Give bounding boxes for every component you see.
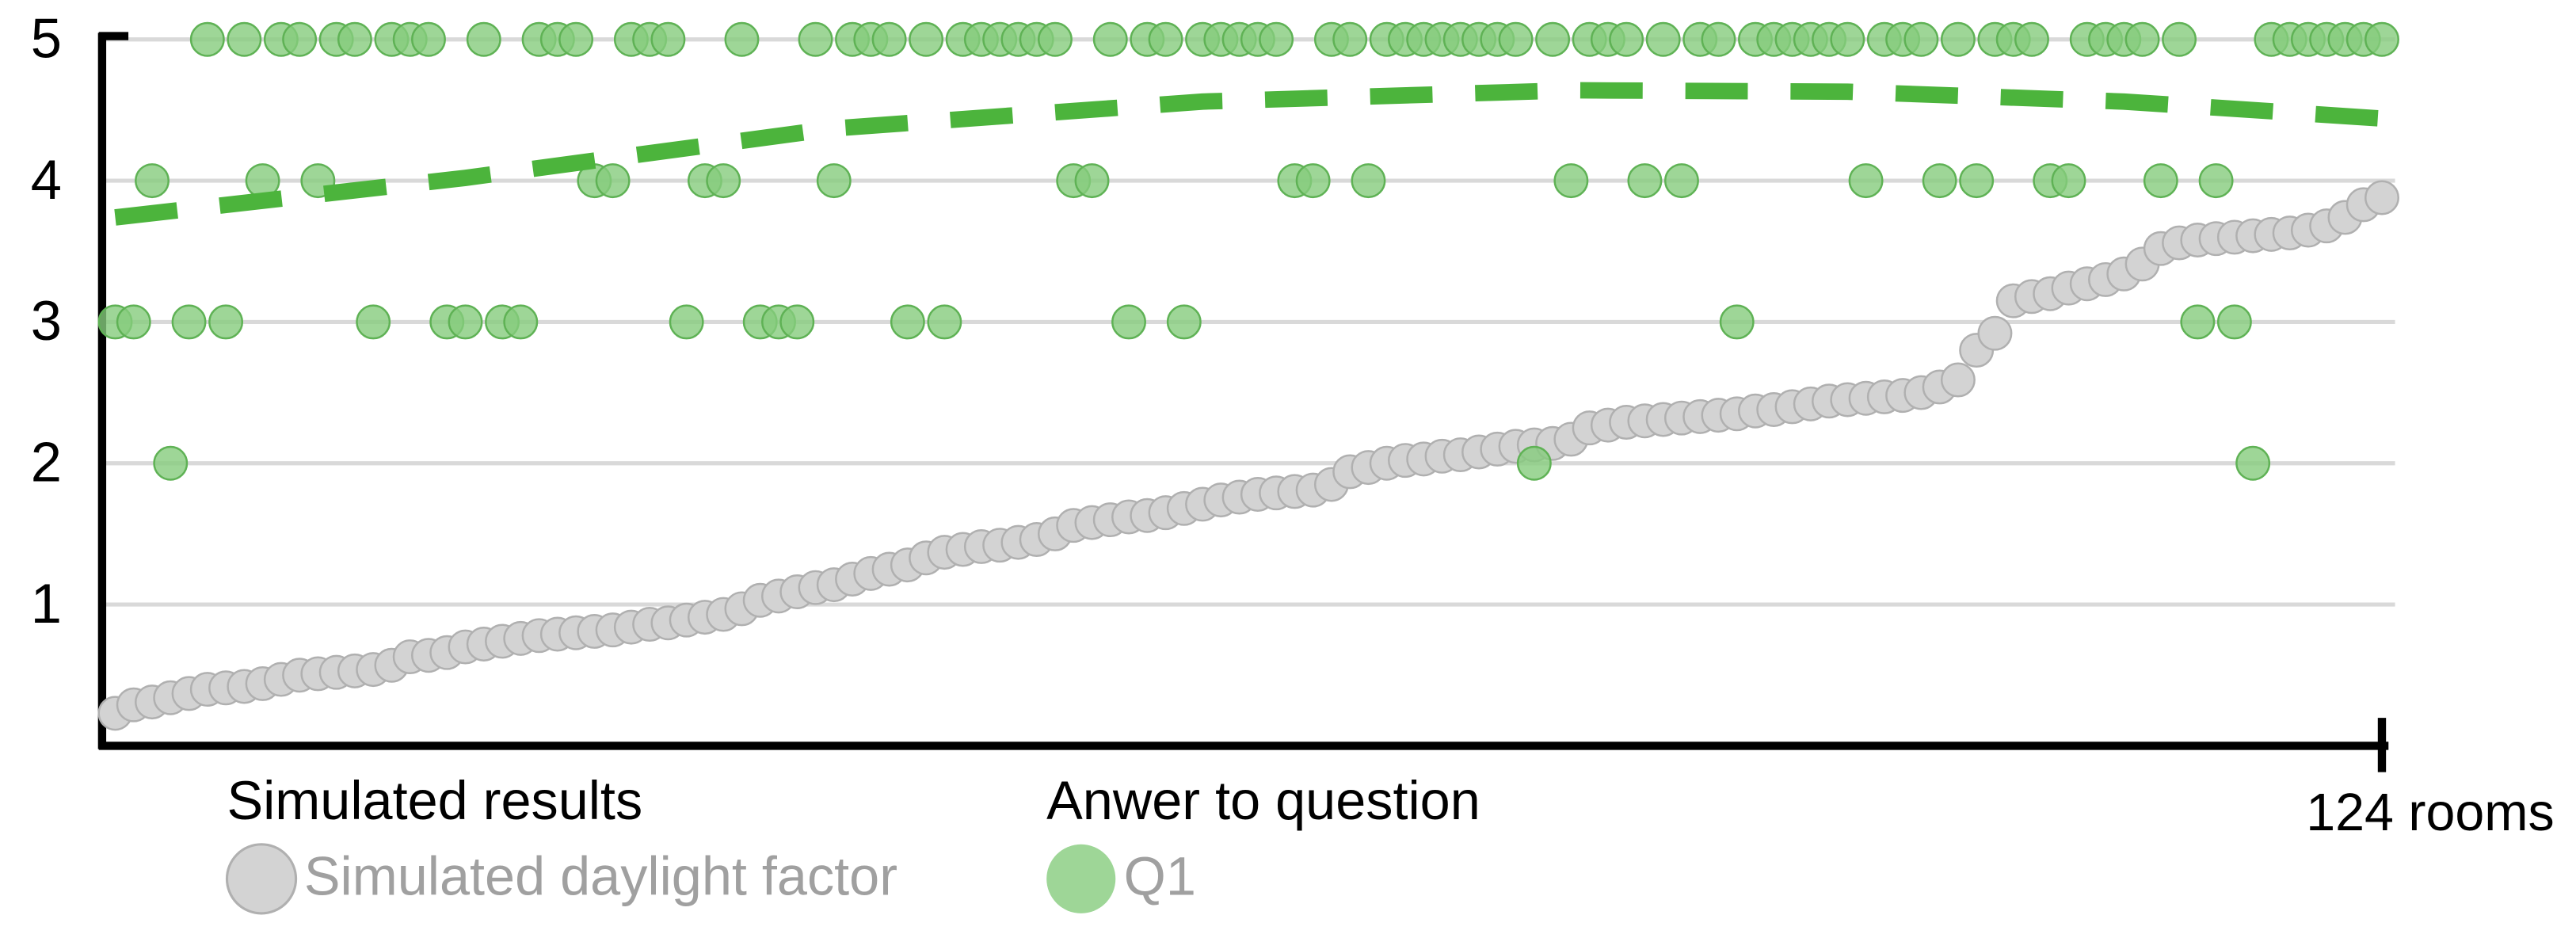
answer-point xyxy=(1259,21,1294,57)
answer-point xyxy=(1074,163,1110,199)
answer-point xyxy=(1701,21,1736,57)
simulated-point xyxy=(1940,362,1976,398)
answer-point xyxy=(1627,163,1663,199)
answer-point xyxy=(1645,21,1681,57)
legend-marker xyxy=(1046,844,1116,913)
legend-marker xyxy=(225,843,298,915)
answer-point xyxy=(1295,163,1331,199)
answer-point xyxy=(2143,163,2178,199)
legend-title: Anwer to question xyxy=(1046,771,1480,831)
answer-point xyxy=(706,163,741,199)
answer-point xyxy=(1092,21,1128,57)
answer-point xyxy=(871,21,907,57)
answer-point xyxy=(189,21,225,57)
answer-point xyxy=(1351,163,1386,199)
trend-line xyxy=(114,82,2383,226)
answer-point xyxy=(724,21,760,57)
answer-point xyxy=(1535,21,1571,57)
simulated-point xyxy=(2365,180,2399,215)
answer-point xyxy=(2235,445,2271,481)
y-tick-label: 3 xyxy=(31,289,62,352)
answer-point xyxy=(116,304,151,340)
answer-point xyxy=(135,163,170,199)
answer-point xyxy=(669,304,704,340)
answer-point xyxy=(927,304,962,340)
answer-point xyxy=(2365,21,2399,57)
answer-point xyxy=(2198,163,2234,199)
answer-point xyxy=(595,163,631,199)
simulated-point xyxy=(1977,315,2013,351)
y-tick-label: 1 xyxy=(31,572,62,635)
answer-point xyxy=(650,21,686,57)
answer-point xyxy=(1332,21,1368,57)
answer-point xyxy=(171,304,207,340)
answer-point xyxy=(1719,304,1755,340)
answer-point xyxy=(208,304,244,340)
answer-point xyxy=(1940,21,1976,57)
answer-point xyxy=(558,21,594,57)
answer-point xyxy=(1148,21,1183,57)
answer-point xyxy=(816,163,852,199)
answer-point xyxy=(2014,21,2049,57)
answer-point xyxy=(1498,21,1534,57)
answer-point xyxy=(2051,163,2086,199)
answer-point xyxy=(1959,163,1995,199)
answer-point xyxy=(909,21,944,57)
answer-point xyxy=(1553,163,1589,199)
answer-point xyxy=(1166,304,1202,340)
answer-point xyxy=(337,21,372,57)
answer-point xyxy=(1903,21,1939,57)
answer-point xyxy=(466,21,501,57)
answer-point xyxy=(2180,304,2216,340)
answer-point xyxy=(1830,21,1865,57)
answer-point xyxy=(779,304,815,340)
answer-point xyxy=(1609,21,1644,57)
answer-point xyxy=(1848,163,1884,199)
y-tick-label: 2 xyxy=(31,431,62,494)
answer-point xyxy=(798,21,833,57)
answer-point xyxy=(503,304,539,340)
answer-point xyxy=(1663,163,1699,199)
answer-point xyxy=(153,445,189,481)
answer-point xyxy=(2124,21,2160,57)
answer-point xyxy=(356,304,391,340)
answer-point xyxy=(2162,21,2197,57)
y-tick-label: 5 xyxy=(31,7,62,70)
x-tick-label: 124 rooms xyxy=(2306,784,2554,842)
answer-point xyxy=(1037,21,1073,57)
answer-point xyxy=(448,304,483,340)
answer-point xyxy=(410,21,446,57)
answer-point xyxy=(2216,304,2252,340)
answer-point xyxy=(1111,304,1146,340)
legend-label: Simulated daylight factor xyxy=(304,847,897,907)
answer-point xyxy=(1516,445,1552,481)
y-tick-label: 4 xyxy=(31,148,62,211)
answer-point xyxy=(1922,163,1957,199)
answer-point xyxy=(282,21,318,57)
answer-point xyxy=(227,21,262,57)
legend-label: Q1 xyxy=(1124,847,1196,907)
legend-title: Simulated results xyxy=(227,771,642,831)
answer-point xyxy=(890,304,925,340)
